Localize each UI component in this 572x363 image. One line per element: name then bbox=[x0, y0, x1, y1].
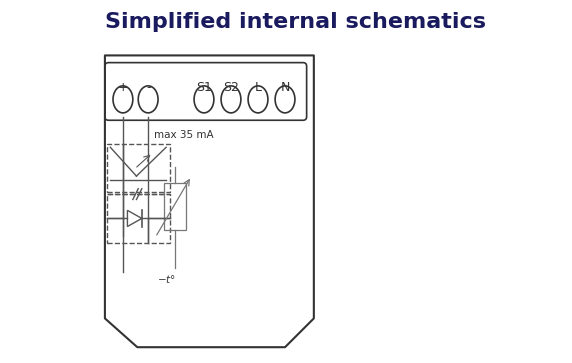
Text: S1: S1 bbox=[196, 81, 212, 94]
Text: L: L bbox=[255, 81, 261, 94]
Text: $-t°$: $-t°$ bbox=[157, 273, 176, 285]
Text: +: + bbox=[118, 81, 128, 94]
Text: max 35 mA: max 35 mA bbox=[153, 130, 213, 140]
Bar bbox=[164, 183, 186, 230]
Text: N: N bbox=[280, 81, 289, 94]
Text: Simplified internal schematics: Simplified internal schematics bbox=[105, 12, 486, 32]
Text: -: - bbox=[146, 81, 150, 94]
Text: S2: S2 bbox=[223, 81, 239, 94]
